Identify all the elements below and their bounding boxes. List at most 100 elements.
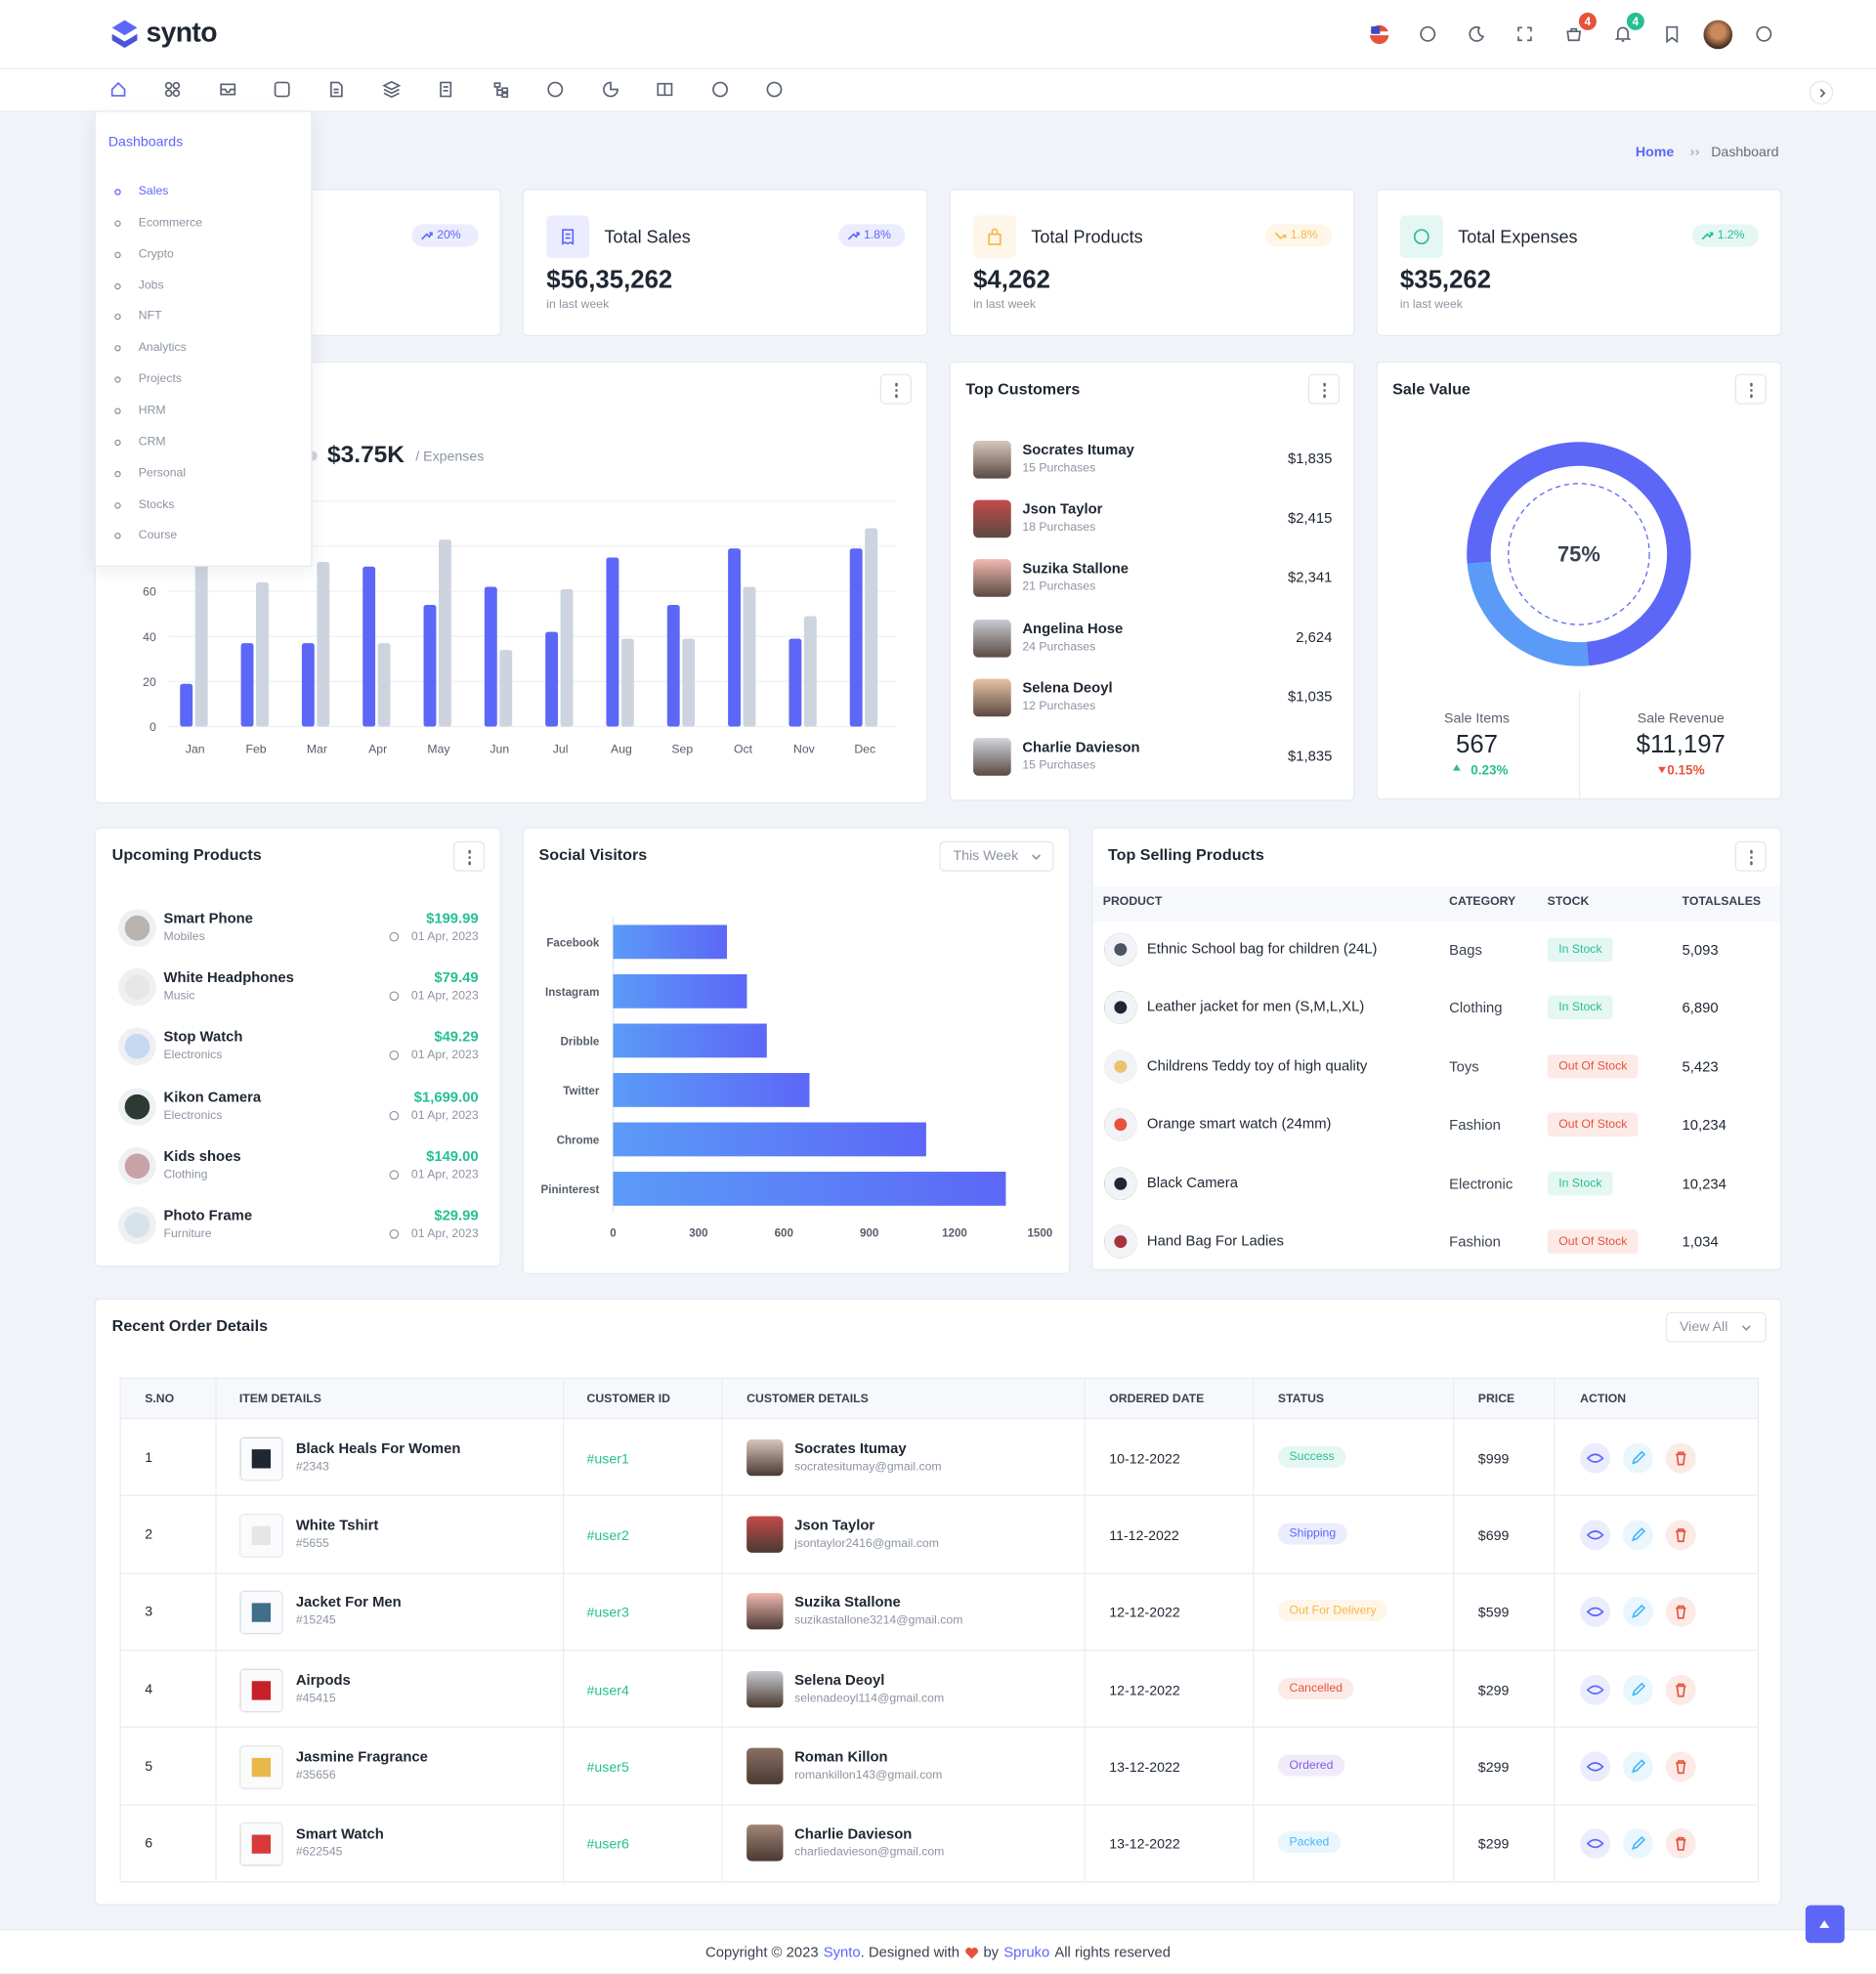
menu-item[interactable]: Analytics [138, 340, 187, 356]
item-id: #45415 [295, 1691, 336, 1705]
stat-change: 1.8% [1290, 228, 1318, 243]
logo-text: synto [146, 16, 217, 48]
action-button[interactable] [1580, 1442, 1611, 1474]
icon[interactable] [218, 79, 238, 100]
period-label: This Week [953, 848, 1019, 864]
more-button[interactable] [1734, 840, 1767, 872]
menu-item[interactable]: NFT [138, 309, 162, 324]
menu-item[interactable]: Personal [138, 465, 187, 481]
icon[interactable] [1418, 23, 1438, 44]
action-button[interactable] [1622, 1597, 1653, 1628]
badge-count: 4 [1584, 15, 1592, 28]
icon-shape [1689, 149, 1700, 156]
menu-item[interactable]: Sales [138, 184, 169, 198]
icon[interactable] [326, 79, 347, 100]
action-button[interactable] [1622, 1520, 1653, 1551]
action-button[interactable] [1622, 1442, 1653, 1474]
footer-rights: All rights reserved [1054, 1945, 1171, 1961]
bar [423, 604, 437, 727]
period-select[interactable]: This Week [939, 840, 1054, 872]
menu-item[interactable]: HRM [138, 403, 166, 418]
icon [1676, 1451, 1686, 1465]
bar [613, 973, 747, 1008]
clock-icon [389, 1228, 400, 1239]
x-tick-label: Feb [246, 743, 267, 756]
action-button[interactable] [1580, 1674, 1611, 1705]
scroll-top-button[interactable] [1805, 1905, 1845, 1944]
icon[interactable] [491, 79, 512, 100]
more-button[interactable] [1307, 373, 1341, 405]
action-button[interactable] [1622, 1674, 1653, 1705]
icon [1741, 1325, 1751, 1331]
action-button[interactable] [1665, 1674, 1696, 1705]
card: Social Visitors This Week 0 300 600 900 1200 15… [522, 827, 1071, 1275]
icon[interactable] [545, 79, 566, 100]
divider [120, 1727, 1758, 1729]
action-button[interactable] [1665, 1442, 1696, 1474]
action-button[interactable] [1665, 1597, 1696, 1628]
logo-shape [111, 33, 138, 48]
donut-chart: 75% [1467, 442, 1691, 666]
action-button[interactable] [1665, 1828, 1696, 1860]
footer-brand[interactable]: Synto [823, 1945, 861, 1961]
action-button[interactable] [1622, 1751, 1653, 1782]
more-button[interactable] [1734, 373, 1767, 405]
footer-author[interactable]: Spruko [1003, 1945, 1050, 1961]
y-tick-label: Dribble [560, 1036, 599, 1048]
icon[interactable] [162, 79, 183, 100]
menu-item[interactable]: Projects [138, 371, 182, 387]
icon[interactable] [1754, 23, 1774, 44]
column-border [1453, 1379, 1455, 1882]
icon[interactable] [710, 79, 731, 100]
order-date: 11-12-2022 [1109, 1528, 1179, 1544]
menu-item[interactable]: Jobs [138, 278, 164, 293]
status-badge: Success [1277, 1445, 1346, 1468]
item-image [238, 1667, 283, 1712]
action-button[interactable] [1580, 1751, 1611, 1782]
bar [317, 562, 330, 727]
nav-bar [0, 68, 1876, 112]
order-price: $299 [1477, 1837, 1510, 1853]
product-image [118, 968, 156, 1007]
icon[interactable] [764, 79, 785, 100]
icon[interactable] [1467, 23, 1487, 44]
action-button[interactable] [1665, 1520, 1696, 1551]
nav-next[interactable] [1809, 80, 1834, 105]
menu-item[interactable]: Course [138, 529, 178, 543]
view-all-button[interactable]: View All [1665, 1311, 1767, 1343]
customer-purchases: 15 Purchases [1022, 758, 1096, 773]
icon[interactable] [655, 79, 675, 100]
action-button[interactable] [1580, 1597, 1611, 1628]
menu-item[interactable]: Ecommerce [138, 215, 203, 230]
icon[interactable] [1662, 23, 1683, 44]
customer-purchases: 21 Purchases [1022, 579, 1096, 595]
stat-badge: 1.8% [838, 224, 906, 247]
action-button[interactable] [1580, 1828, 1611, 1860]
icon[interactable] [381, 79, 402, 100]
menu-item[interactable]: Crypto [138, 246, 174, 261]
action-button[interactable] [1622, 1828, 1653, 1860]
bar [606, 557, 619, 727]
more-button[interactable] [452, 840, 486, 872]
icon[interactable] [601, 79, 621, 100]
action-button[interactable] [1665, 1751, 1696, 1782]
icon-shape [1586, 1529, 1604, 1540]
icon[interactable] [108, 79, 129, 100]
more-button[interactable] [879, 373, 912, 405]
icon[interactable] [272, 79, 292, 100]
avatar[interactable] [1703, 20, 1733, 50]
product-price: $149.00 [426, 1149, 479, 1165]
action-button[interactable] [1580, 1520, 1611, 1551]
product-icon [1104, 1224, 1137, 1259]
customer-id: #user5 [586, 1760, 629, 1776]
card-title: Top Selling Products [1107, 845, 1264, 864]
menu-item[interactable]: Stocks [138, 496, 175, 512]
icon[interactable] [436, 79, 456, 100]
icon[interactable] [1613, 23, 1634, 44]
item-image [238, 1513, 283, 1558]
column-header: ITEM DETAILS [238, 1392, 321, 1406]
icon[interactable] [1563, 23, 1584, 44]
menu-item[interactable]: CRM [138, 434, 166, 450]
icon[interactable] [1514, 23, 1535, 44]
